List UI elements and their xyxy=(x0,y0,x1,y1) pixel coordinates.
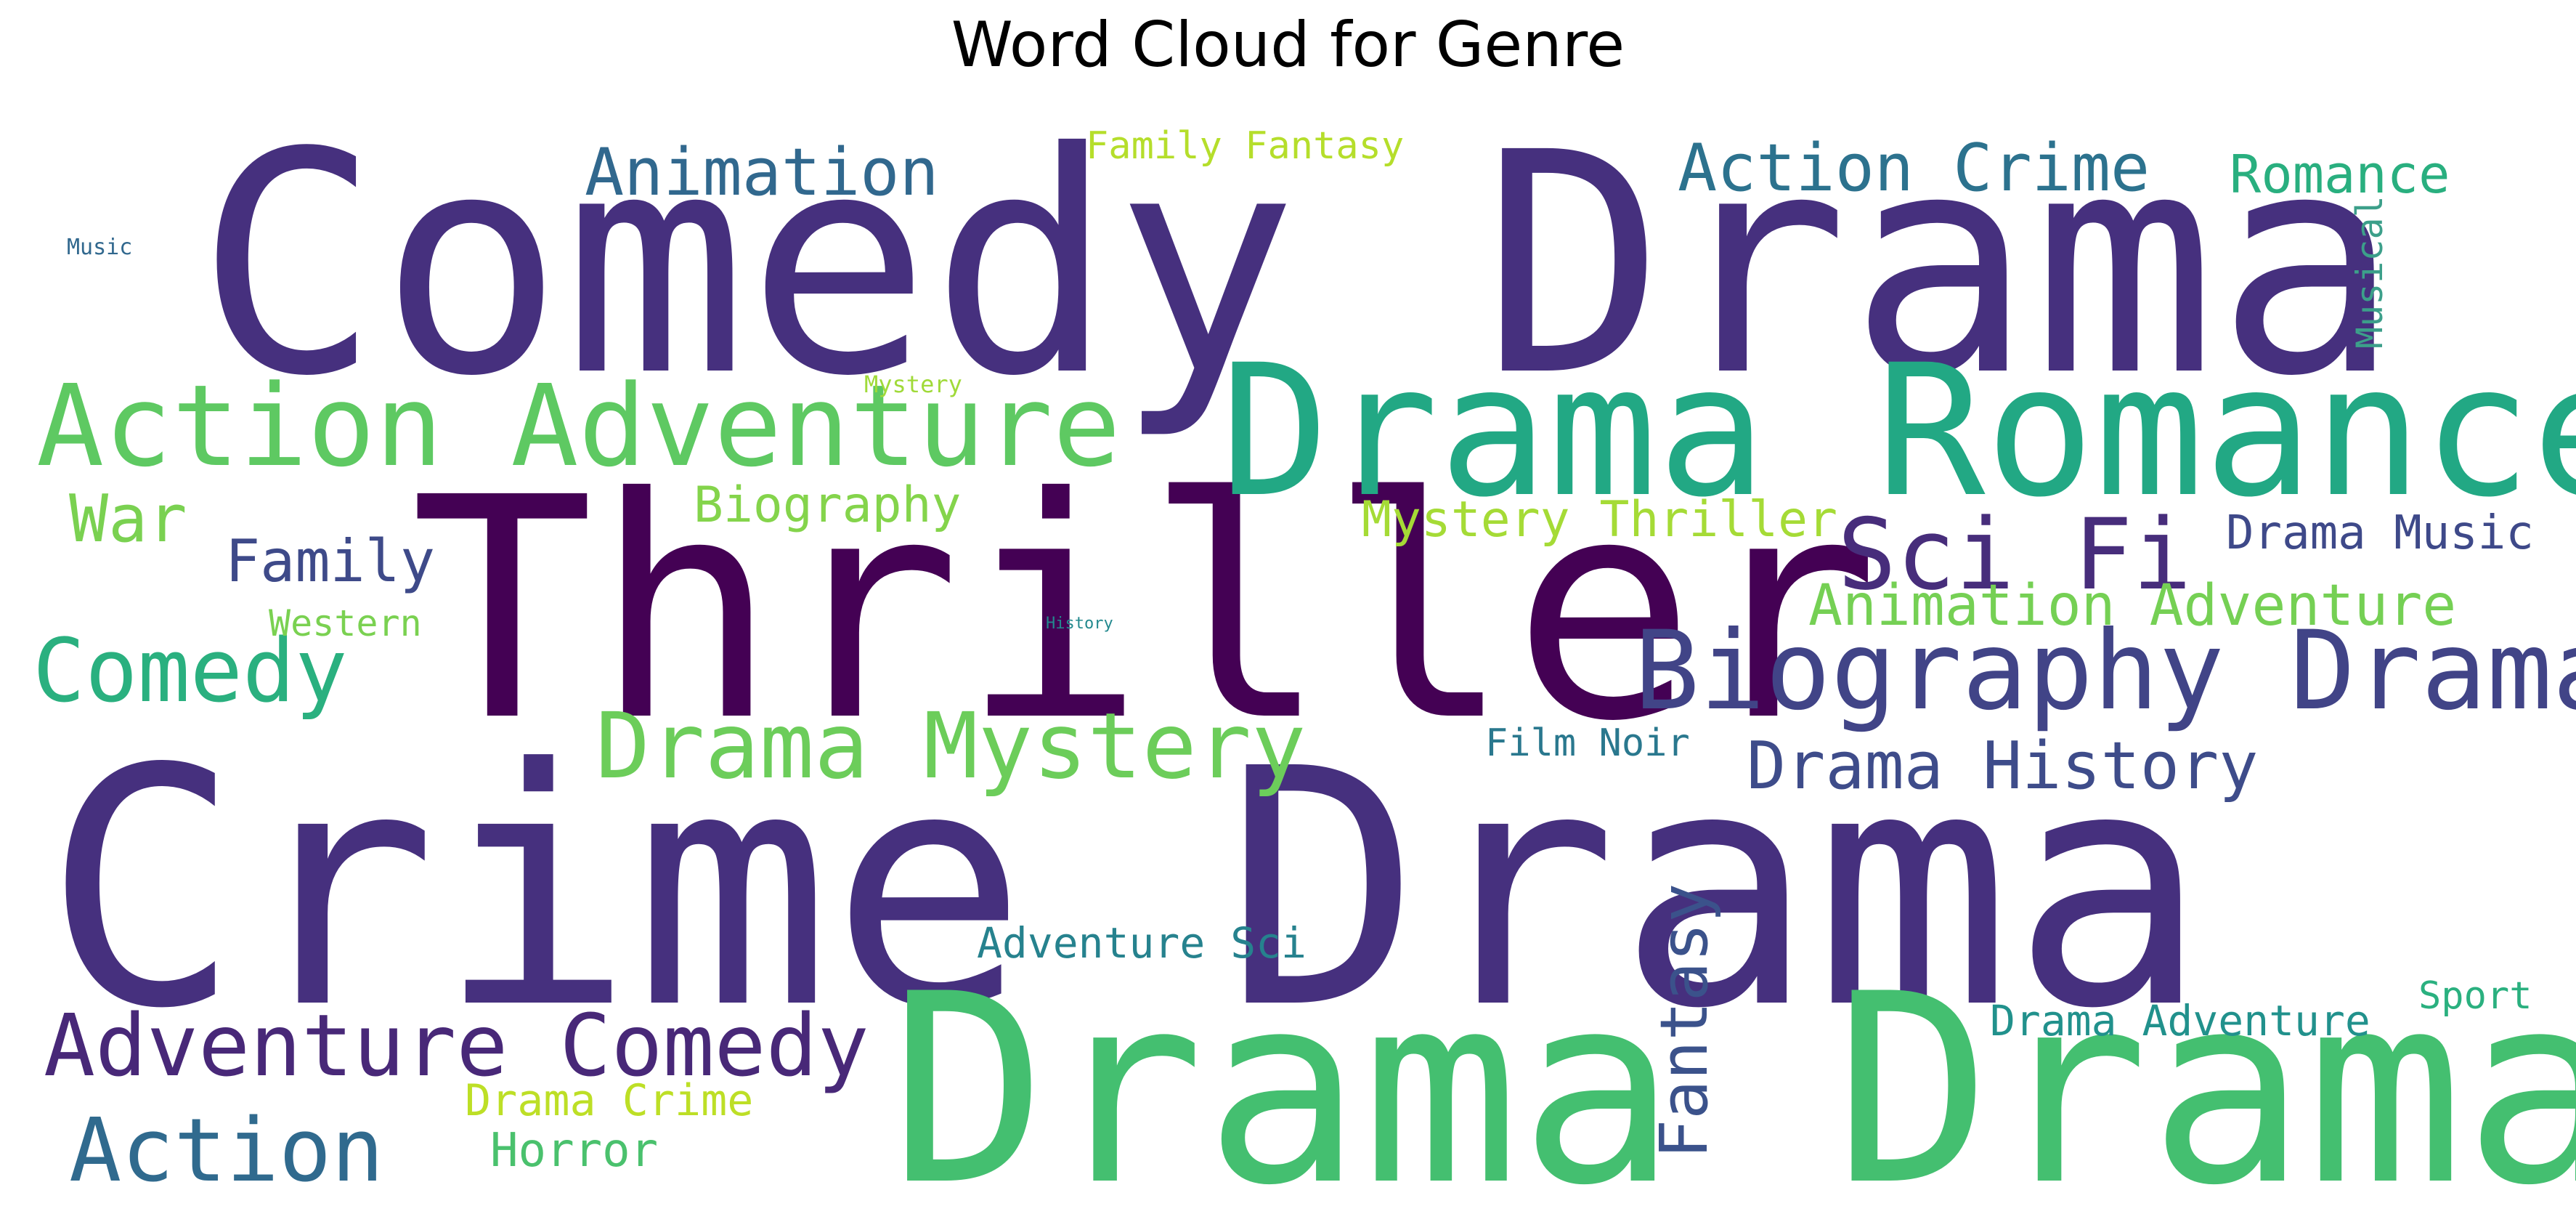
word-drama-music: Drama Music xyxy=(2226,506,2534,560)
word-biography-drama: Biography Drama xyxy=(1634,608,2576,734)
word-history: History xyxy=(1046,615,1113,633)
word-action-adventure: Action Adventure xyxy=(36,360,1121,492)
word-family: Family xyxy=(225,527,435,595)
word-film-noir: Film Noir xyxy=(1485,721,1690,765)
word-crime-drama: Crime Drama xyxy=(44,700,2208,1080)
chart-title: Word Cloud for Genre xyxy=(951,9,1625,81)
word-western: Western xyxy=(269,602,422,644)
word-drama-drama: Drama Drama xyxy=(890,938,2576,1206)
word-biography: Biography xyxy=(694,477,961,534)
word-drama-history: Drama History xyxy=(1747,728,2258,804)
word-adventure-sci: Adventure Sci xyxy=(977,918,1307,968)
word-drama-romance: Drama Romance xyxy=(1220,325,2576,537)
word-comedy-drama: Comedy Drama xyxy=(196,88,2400,443)
word-adventure-comedy: Adventure Comedy xyxy=(44,995,869,1096)
word-sci-fi: Sci Fi xyxy=(1837,498,2192,612)
word-horror: Horror xyxy=(490,1124,658,1178)
word-war: War xyxy=(69,481,187,557)
word-mystery: Mystery xyxy=(864,371,962,398)
word-romance: Romance xyxy=(2230,144,2450,205)
word-sport: Sport xyxy=(2418,974,2532,1018)
word-animation-adventure: Animation Adventure xyxy=(1808,573,2456,639)
word-animation: Animation xyxy=(585,134,939,211)
word-mystery-thriller: Mystery Thriller xyxy=(1362,491,1837,549)
word-fantasy: Fantasy xyxy=(1646,883,1723,1159)
word-action-crime: Action Crime xyxy=(1678,130,2150,206)
word-thriller: Thriller xyxy=(410,433,1880,788)
word-drama-crime: Drama Crime xyxy=(465,1075,753,1126)
word-comedy: Comedy xyxy=(33,621,347,722)
word-family-fantasy: Family Fantasy xyxy=(1086,124,1404,168)
word-drama-adventure: Drama Adventure xyxy=(1990,996,2370,1045)
word-musical: Musical xyxy=(2349,195,2391,349)
word-music: Music xyxy=(67,235,132,260)
word-action: Action xyxy=(69,1101,383,1202)
word-drama-mystery: Drama Mystery xyxy=(596,694,1306,799)
